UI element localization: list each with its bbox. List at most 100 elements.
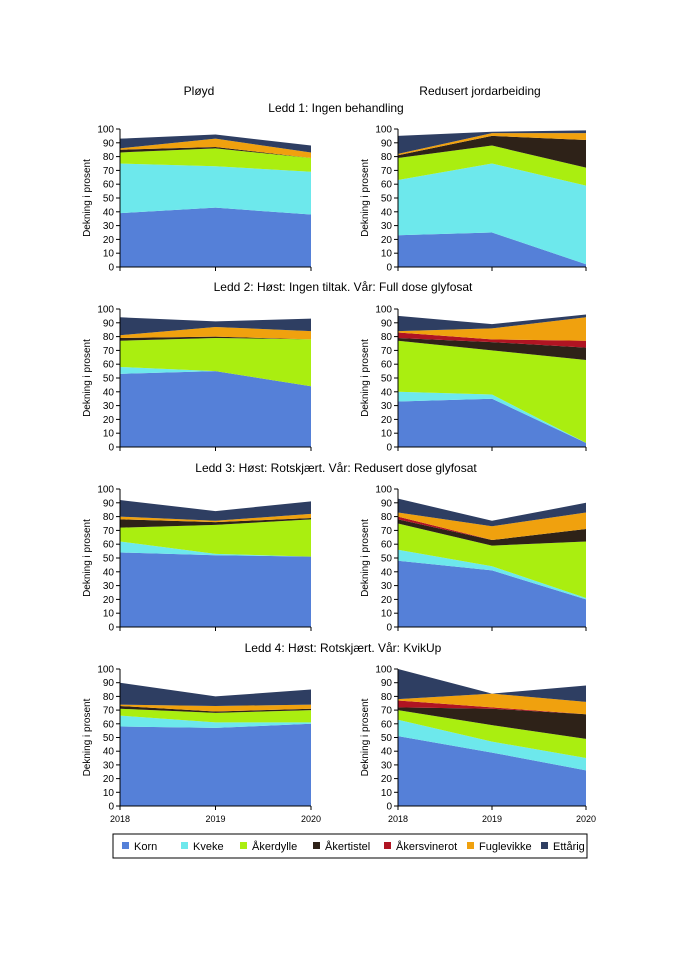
legend-swatch-ettarig	[541, 842, 548, 849]
y-tick-label-90-ledd3-redusert: 90	[381, 498, 393, 509]
area-akertistel-ledd2-redusert	[398, 337, 586, 361]
y-axis-title-ledd2-ployd: Dekning i prosent	[82, 339, 93, 417]
x-tick-label-2019-redusert: 2019	[482, 814, 502, 824]
legend-swatch-akertistel	[313, 842, 320, 849]
area-kveke-ledd1-redusert	[398, 163, 586, 265]
legend-swatch-fuglevikke	[467, 842, 474, 849]
x-tick-label-2020-ployd: 2020	[301, 814, 321, 824]
legend: Korn Kveke Åkerdylle Åkertistel Åkersvinerot…	[122, 840, 585, 853]
y-tick-label-20-ledd2-redusert: 20	[381, 415, 393, 426]
area-akerdylle-ledd1-ployd	[120, 148, 311, 172]
legend-label-ettarig: Ettårig	[553, 841, 585, 853]
area-kveke-ledd1-ployd	[120, 163, 311, 215]
area-akersvinerot-ledd2-redusert	[398, 332, 586, 348]
y-axis-title-ledd4-ployd: Dekning i prosent	[82, 698, 93, 776]
area-akertistel-ledd1-ployd	[120, 146, 311, 158]
y-tick-label-60-ledd2-redusert: 60	[381, 360, 393, 371]
y-tick-label-40-ledd3-ployd: 40	[103, 567, 115, 578]
legend-label-akertistel: Åkertistel	[325, 840, 370, 853]
area-fuglevikke-ledd2-redusert	[398, 317, 586, 341]
y-tick-label-70-ledd1-redusert: 70	[381, 166, 393, 177]
y-tick-label-20-ledd3-redusert: 20	[381, 595, 393, 606]
y-tick-label-20-ledd1-ployd: 20	[103, 235, 115, 246]
y-tick-label-40-ledd3-redusert: 40	[381, 567, 393, 578]
y-tick-label-80-ledd4-redusert: 80	[381, 692, 393, 703]
area-korn-ledd1-ployd	[120, 207, 311, 267]
y-tick-label-40-ledd4-redusert: 40	[381, 747, 393, 758]
y-tick-label-70-ledd2-redusert: 70	[381, 346, 393, 357]
legend-swatch-korn	[122, 842, 129, 849]
legend-swatch-akerdylle	[240, 842, 247, 849]
header-ployd: Pløyd	[184, 84, 215, 98]
area-kveke-ledd3-ployd	[120, 541, 311, 557]
y-tick-label-90-ledd3-ployd: 90	[103, 498, 115, 509]
y-tick-label-0-ledd3-ployd: 0	[108, 623, 114, 634]
area-ettarig-ledd2-ployd	[120, 317, 311, 336]
panel-2-title: Ledd 2: Høst: Ingen tiltak. Vår: Full do…	[214, 280, 473, 294]
area-ettarig-ledd1-redusert	[398, 130, 586, 154]
y-tick-label-30-ledd2-redusert: 30	[381, 401, 393, 412]
y-tick-label-70-ledd1-ployd: 70	[103, 166, 115, 177]
y-tick-label-50-ledd2-redusert: 50	[381, 374, 393, 385]
area-akerdylle-ledd2-redusert	[398, 340, 586, 443]
y-tick-label-80-ledd1-redusert: 80	[381, 152, 393, 163]
area-ettarig-ledd4-ployd	[120, 682, 311, 706]
area-ettarig-ledd3-redusert	[398, 498, 586, 527]
area-korn-ledd3-ployd	[120, 552, 311, 627]
area-ettarig-ledd3-ployd	[120, 500, 311, 521]
area-korn-ledd2-redusert	[398, 398, 586, 447]
area-akertistel-ledd2-ployd	[120, 336, 311, 341]
area-akertistel-ledd3-ployd	[120, 517, 311, 528]
panel-1-title: Ledd 1: Ingen behandling	[268, 101, 403, 115]
y-tick-label-50-ledd1-redusert: 50	[381, 194, 393, 205]
y-tick-label-10-ledd3-ployd: 10	[103, 609, 115, 620]
area-akerdylle-ledd3-ployd	[120, 519, 311, 557]
y-tick-label-70-ledd4-ployd: 70	[103, 706, 115, 717]
area-ettarig-ledd2-redusert	[398, 314, 586, 332]
y-tick-label-100-ledd4-ployd: 100	[97, 665, 114, 676]
y-tick-label-70-ledd3-redusert: 70	[381, 526, 393, 537]
y-tick-label-80-ledd1-ployd: 80	[103, 152, 115, 163]
y-tick-label-40-ledd1-ployd: 40	[103, 207, 115, 218]
area-akerdylle-ledd4-ployd	[120, 708, 311, 723]
y-tick-label-50-ledd4-redusert: 50	[381, 733, 393, 744]
y-tick-label-40-ledd2-redusert: 40	[381, 387, 393, 398]
y-tick-label-10-ledd2-redusert: 10	[381, 429, 393, 440]
y-tick-label-40-ledd4-ployd: 40	[103, 747, 115, 758]
y-tick-label-100-ledd1-ployd: 100	[97, 125, 114, 136]
legend-label-kveke: Kveke	[193, 841, 224, 853]
area-fuglevikke-ledd3-ployd	[120, 513, 311, 523]
legend-box	[112, 833, 588, 859]
y-tick-label-10-ledd1-ployd: 10	[103, 249, 115, 260]
area-akertistel-ledd1-redusert	[398, 135, 586, 168]
y-tick-label-60-ledd4-redusert: 60	[381, 719, 393, 730]
y-tick-label-100-ledd1-redusert: 100	[375, 125, 392, 136]
y-tick-label-30-ledd1-redusert: 30	[381, 221, 393, 232]
area-ettarig-ledd4-redusert	[398, 669, 586, 702]
y-tick-label-60-ledd2-ployd: 60	[103, 360, 115, 371]
y-tick-label-20-ledd4-redusert: 20	[381, 774, 393, 785]
y-tick-label-0-ledd4-redusert: 0	[386, 802, 392, 813]
y-tick-label-0-ledd1-redusert: 0	[386, 263, 392, 274]
y-tick-label-10-ledd4-redusert: 10	[381, 788, 393, 799]
y-tick-label-30-ledd3-ployd: 30	[103, 581, 115, 592]
area-ettarig-ledd1-ployd	[120, 134, 311, 153]
area-fuglevikke-ledd4-ployd	[120, 704, 311, 712]
y-tick-label-30-ledd1-ployd: 30	[103, 221, 115, 232]
area-korn-ledd4-redusert	[398, 736, 586, 806]
area-fuglevikke-ledd1-redusert	[398, 133, 586, 156]
y-tick-label-100-ledd2-ployd: 100	[97, 305, 114, 316]
y-tick-label-50-ledd1-ployd: 50	[103, 194, 115, 205]
y-tick-label-60-ledd3-redusert: 60	[381, 540, 393, 551]
y-axis-title-ledd2-redusert: Dekning i prosent	[360, 339, 371, 417]
legend-swatch-kveke	[181, 842, 188, 849]
y-tick-label-10-ledd2-ployd: 10	[103, 429, 115, 440]
y-tick-label-30-ledd3-redusert: 30	[381, 581, 393, 592]
area-akertistel-ledd4-ployd	[120, 705, 311, 713]
area-korn-ledd1-redusert	[398, 232, 586, 267]
y-tick-label-60-ledd1-redusert: 60	[381, 180, 393, 191]
y-tick-label-10-ledd3-redusert: 10	[381, 609, 393, 620]
area-akerdylle-ledd4-redusert	[398, 710, 586, 759]
